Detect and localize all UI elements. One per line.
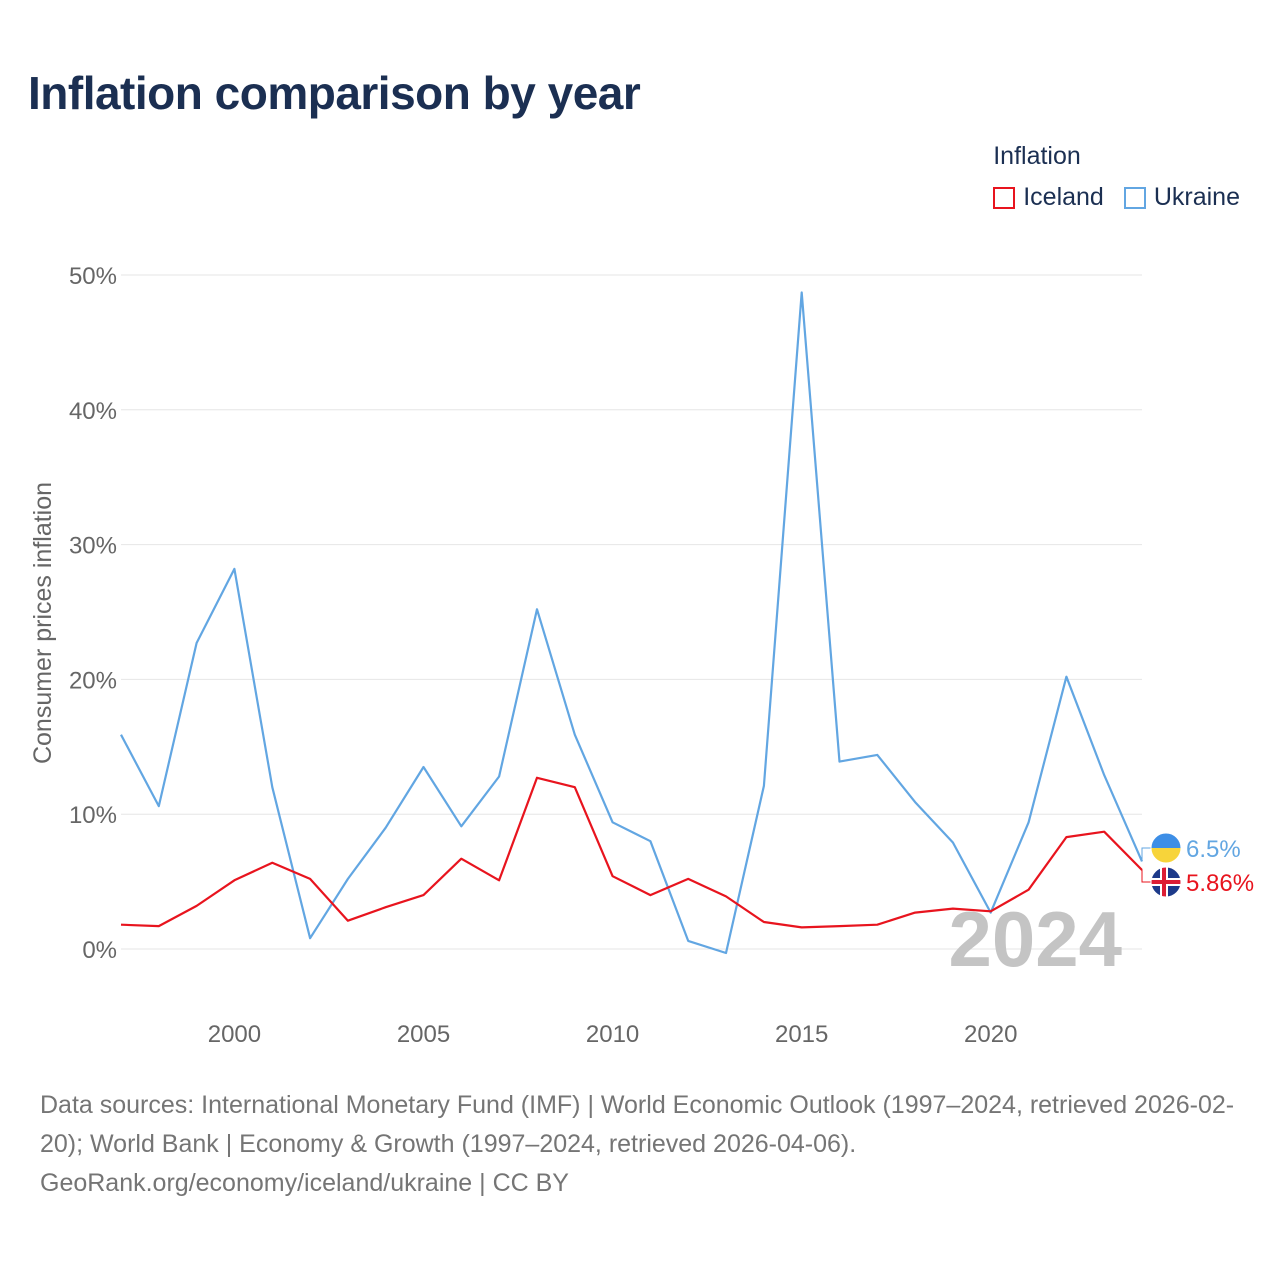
series-line-ukraine[interactable] xyxy=(120,291,1144,955)
y-axis-label: Consumer prices inflation xyxy=(29,482,57,764)
end-connector-ukraine xyxy=(1141,847,1151,862)
legend-swatch-ukraine xyxy=(1123,186,1146,209)
y-tick-label-20: 20% xyxy=(69,667,117,694)
line-chart: 0% 10% 20% 30% 40% 50% 2000 2005 2010 2015 2020 20… xyxy=(29,263,1254,1048)
x-tick-label-2000: 2000 xyxy=(208,1021,261,1048)
y-tick-label-30: 30% xyxy=(69,533,117,560)
end-connector-iceland xyxy=(1141,870,1151,883)
x-tick-label-2015: 2015 xyxy=(775,1021,828,1048)
y-tick-label-0: 0% xyxy=(82,937,117,964)
data-sources: Data sources: International Monetary Fun… xyxy=(40,1091,1235,1158)
x-tick-label-2005: 2005 xyxy=(397,1021,450,1048)
y-tick-label-50: 50% xyxy=(69,263,117,290)
legend: Inflation Iceland Ukraine xyxy=(993,142,1240,212)
chart-title: Inflation comparison by year xyxy=(28,67,641,119)
footer: Data sources: International Monetary Fun… xyxy=(40,1086,1250,1203)
y-tick-label-40: 40% xyxy=(69,398,117,425)
x-tick-label-2020: 2020 xyxy=(964,1021,1017,1048)
ukraine-flag-icon xyxy=(1150,832,1182,864)
legend-swatch-iceland xyxy=(993,186,1016,209)
credit-link[interactable]: GeoRank.org/economy/iceland/ukraine | CC… xyxy=(40,1169,569,1197)
end-value-label-iceland: 5.86% xyxy=(1186,870,1254,897)
legend-title: Inflation xyxy=(993,142,1081,170)
iceland-flag-icon xyxy=(1150,866,1182,898)
legend-label-ukraine: Ukraine xyxy=(1153,183,1240,211)
legend-label-iceland: Iceland xyxy=(1023,183,1104,211)
x-tick-label-2010: 2010 xyxy=(586,1021,639,1048)
series-line-iceland[interactable] xyxy=(120,776,1143,929)
year-watermark: 2024 xyxy=(948,895,1122,983)
legend-item-iceland[interactable]: Iceland xyxy=(993,183,1104,212)
end-value-label-ukraine: 6.5% xyxy=(1186,836,1241,863)
y-tick-label-10: 10% xyxy=(69,802,117,829)
legend-item-ukraine[interactable]: Ukraine xyxy=(1123,183,1240,212)
